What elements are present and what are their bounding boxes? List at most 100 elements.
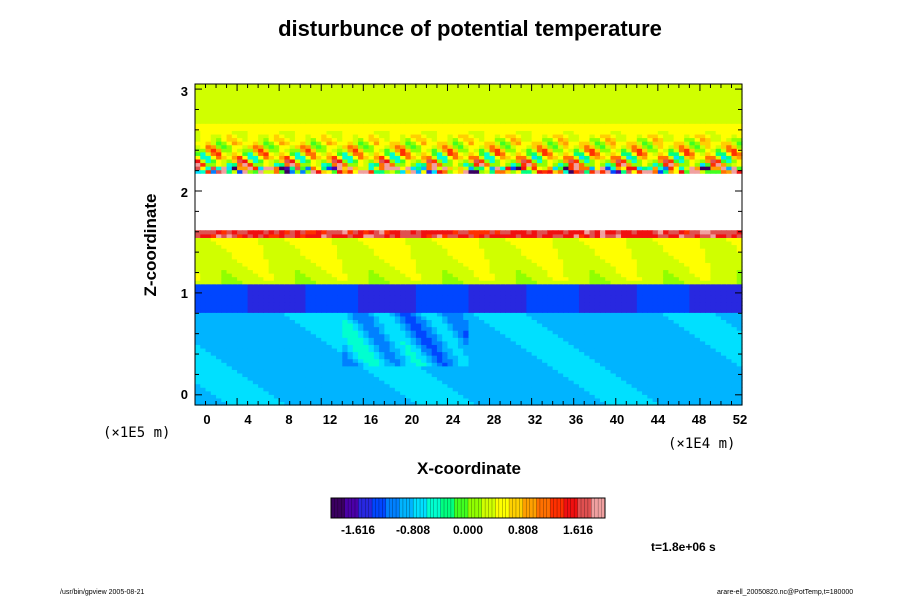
heatmap-cell (347, 365, 354, 370)
heatmap-cell (573, 337, 580, 342)
heatmap-cell (610, 283, 617, 288)
heatmap-cell (720, 273, 727, 278)
heatmap-cell (636, 265, 643, 271)
heatmap-cell (484, 265, 491, 271)
heatmap-cell (463, 262, 470, 267)
heatmap-cell (247, 326, 254, 331)
heatmap-cell (294, 351, 301, 356)
heatmap-cell (557, 298, 564, 303)
heatmap-cell (426, 240, 433, 246)
heatmap-cell (284, 251, 291, 256)
heatmap-cell (594, 308, 601, 313)
heatmap-cell (689, 276, 696, 281)
heatmap-cell (489, 308, 496, 313)
heatmap-cell (337, 330, 343, 335)
heatmap-cell (252, 355, 259, 360)
heatmap-cell (479, 298, 485, 303)
heatmap-cell (363, 369, 370, 374)
heatmap-cell (542, 233, 548, 238)
heatmap-cell (547, 344, 554, 349)
heatmap-cell (463, 283, 470, 288)
heatmap-cell (331, 276, 338, 281)
heatmap-cell (368, 376, 375, 381)
heatmap-cell (510, 376, 517, 381)
heatmap-cell (494, 362, 501, 367)
heatmap-cell (279, 358, 286, 363)
heatmap-cell (347, 301, 354, 306)
heatmap-cell (505, 280, 512, 285)
heatmap-cell (484, 337, 491, 342)
heatmap-cell (195, 394, 201, 399)
heatmap-cell (289, 255, 296, 260)
heatmap-cell (379, 344, 385, 349)
heatmap-cell (331, 397, 338, 403)
heatmap-cell (705, 344, 712, 349)
heatmap-cell (415, 294, 422, 299)
heatmap-cell (300, 397, 307, 403)
heatmap-cell (247, 376, 254, 381)
heatmap-cell (436, 265, 443, 271)
heatmap-cell (436, 365, 443, 370)
heatmap-cell (210, 337, 217, 342)
heatmap-cell (210, 305, 217, 310)
heatmap-cell (452, 401, 459, 406)
heatmap-cell (631, 273, 638, 278)
heatmap-cell (489, 376, 496, 381)
heatmap-cell (568, 394, 575, 399)
heatmap-cell (547, 319, 554, 324)
heatmap-cell (510, 347, 517, 353)
heatmap-cell (447, 287, 454, 292)
heatmap-cell (494, 344, 501, 349)
heatmap-cell (415, 383, 422, 388)
heatmap-cell (394, 233, 401, 238)
heatmap-cell (452, 397, 459, 403)
heatmap-cell (226, 387, 233, 392)
heatmap-cell (216, 401, 222, 406)
heatmap-cell (410, 240, 417, 246)
heatmap-cell (573, 280, 580, 285)
heatmap-cell (442, 322, 449, 328)
heatmap-cell (358, 290, 364, 296)
heatmap-cell (621, 383, 627, 388)
heatmap-cell (337, 308, 343, 313)
heatmap-cell (615, 301, 622, 306)
heatmap-cell (268, 351, 275, 356)
heatmap-cell (315, 358, 322, 363)
heatmap-cell (205, 344, 212, 349)
heatmap-cell (563, 376, 570, 381)
heatmap-cell (210, 294, 217, 299)
heatmap-cell (468, 337, 475, 342)
heatmap-cell (431, 333, 438, 338)
heatmap-cell (289, 347, 296, 353)
heatmap-cell (615, 358, 622, 363)
heatmap-cell (542, 322, 548, 328)
heatmap-cell (689, 401, 696, 406)
heatmap-cell (468, 290, 475, 296)
heatmap-cell (736, 273, 743, 278)
heatmap-cell (200, 387, 207, 392)
heatmap-cell (657, 344, 664, 349)
heatmap-cell (289, 305, 296, 310)
heatmap-cell (473, 347, 480, 353)
heatmap-cell (531, 340, 538, 345)
heatmap-cell (673, 376, 680, 381)
heatmap-cell (557, 355, 564, 360)
heatmap-cell (321, 372, 328, 378)
heatmap-cell (631, 248, 638, 253)
heatmap-cell (231, 312, 238, 317)
heatmap-cell (252, 280, 259, 285)
heatmap-cell (410, 351, 417, 356)
heatmap-cell (479, 380, 485, 385)
heatmap-cell (542, 376, 548, 381)
heatmap-cell (678, 287, 685, 292)
heatmap-cell (605, 315, 612, 320)
heatmap-cell (342, 290, 349, 296)
heatmap-cell (410, 283, 417, 288)
heatmap-cell (452, 376, 459, 381)
heatmap-cell (652, 340, 659, 345)
heatmap-cell (547, 276, 554, 281)
heatmap-cell (736, 305, 743, 310)
heatmap-cell (252, 287, 259, 292)
heatmap-cell (384, 326, 391, 331)
heatmap-cell (578, 251, 585, 256)
